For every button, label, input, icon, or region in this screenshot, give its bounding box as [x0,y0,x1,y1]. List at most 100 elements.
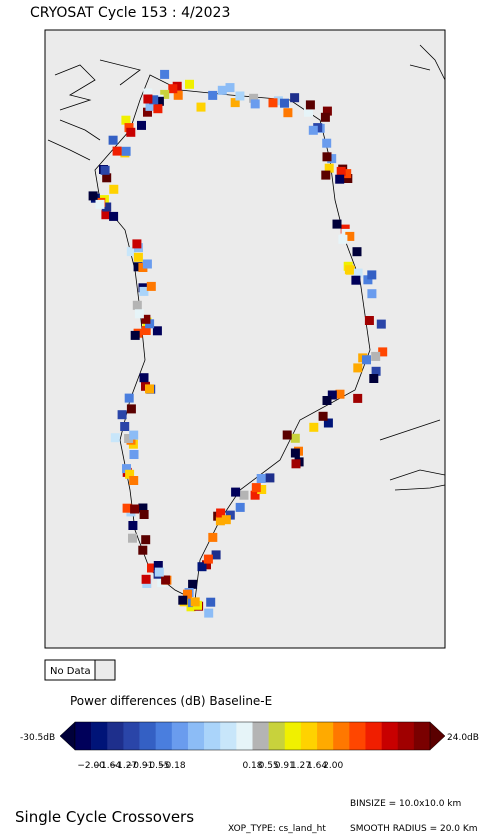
bin [101,210,111,220]
colorbar-low-arrow [59,721,76,751]
bin [121,115,131,125]
bin [208,90,218,100]
bin [147,563,156,573]
bin [153,561,163,570]
colorbar-title: Power differences (dB) Baseline-E [70,694,272,708]
bin [344,265,354,275]
bin [290,93,300,103]
bin [125,469,135,479]
bin [185,79,194,89]
xop-type: XOP_TYPE: cs_land_ht [228,824,326,834]
bin [129,450,139,459]
colorbar-segment [187,722,205,750]
colorbar-segment [381,722,399,750]
bin [130,504,140,514]
bin [121,146,131,156]
colorbar-tick-label: 0.55 [259,761,279,771]
colorbar-segment [155,722,173,750]
bin [160,69,170,79]
bin [143,107,152,117]
bin [206,597,216,607]
colorbar-segment [171,722,189,750]
bin [108,135,118,145]
bin [322,152,332,162]
bin [109,211,119,221]
no-data-swatch [94,659,116,681]
bin [122,503,132,513]
bin [363,275,373,285]
bin [353,268,363,278]
bin [371,366,381,376]
colorbar-tick-label: 1.64 [307,761,327,771]
bin [204,608,214,618]
smooth-radius: SMOOTH RADIUS = 20.0 Km [350,824,478,834]
bin [322,396,332,405]
bin [322,138,332,148]
colorbar-segment [204,722,221,750]
bin [133,262,143,272]
bin [178,595,188,605]
bin [129,476,139,485]
bin [211,550,221,560]
colorbar-tick-label: 1.27 [291,761,311,771]
bin [110,433,120,443]
bin [141,574,151,584]
bin [143,88,153,98]
bin [367,270,377,280]
colorbar-min: -30.5dB [20,733,55,743]
bin [290,433,300,443]
bin [100,165,110,175]
bin [342,169,352,179]
colorbar-segment [220,722,237,750]
bin [117,410,127,420]
bin [235,502,245,512]
colorbar-segment [413,722,431,750]
bin [95,199,105,209]
colorbar-segment [365,722,382,750]
bin [161,575,171,585]
bin [196,102,206,112]
bin [120,422,130,431]
bin [102,173,112,183]
bin [273,96,283,106]
colorbar-tick-label: −1.27 [110,761,138,771]
bin [304,107,313,117]
bin [138,503,148,513]
bin [160,89,170,99]
bin [141,314,151,324]
caption: Single Cycle Crossovers [15,808,194,826]
bin [102,202,112,212]
map [47,44,446,618]
colorbar-segment [252,722,269,750]
bin [152,326,162,336]
bin [132,239,142,249]
bin [129,430,139,440]
bin [231,487,241,497]
bin [283,108,293,118]
bin [378,347,388,357]
bin [320,112,330,122]
bin [332,219,342,229]
bin [280,98,289,108]
bin [130,330,140,340]
bin [133,252,143,262]
bin [109,184,119,194]
bin [322,106,332,116]
colorbar-high-arrow [429,721,446,751]
bin [138,545,148,555]
bin [335,174,345,184]
colorbar-segment [349,722,366,750]
colorbar-max: 24.0dB [447,733,479,743]
bin [217,85,227,95]
colorbar-border [74,721,431,751]
bin [251,483,261,493]
bin [249,93,259,103]
colorbar-tick-label: −1.64 [93,761,121,771]
colorbar-segment [139,722,156,750]
bin [139,373,149,383]
bin [154,567,164,577]
colorbar-segment [397,722,415,750]
colorbar-segment [333,722,350,750]
bin [343,174,353,183]
